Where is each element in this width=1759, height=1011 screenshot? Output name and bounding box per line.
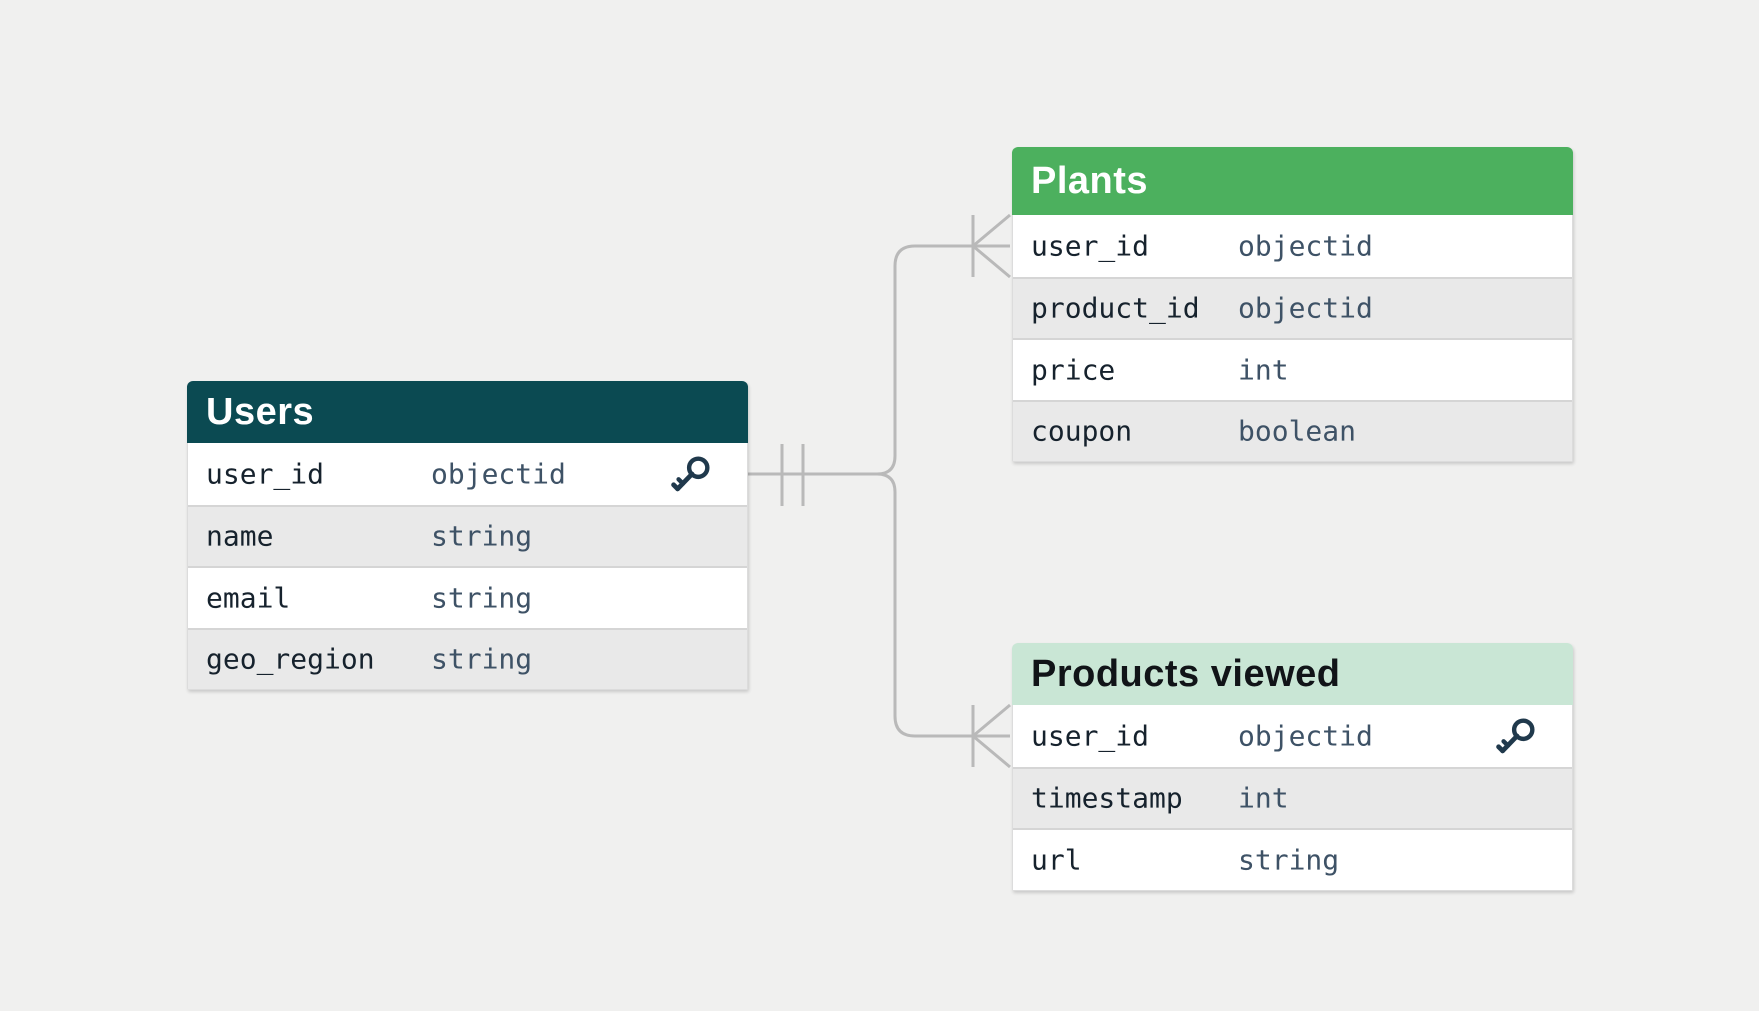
field-type: string: [431, 519, 533, 553]
field-type: objectid: [1238, 291, 1373, 325]
table-title: Users: [206, 390, 315, 433]
field-row[interactable]: price int: [1013, 338, 1572, 400]
field-type: string: [431, 581, 533, 615]
field-row[interactable]: geo_region string: [188, 627, 747, 689]
field-type: boolean: [1238, 414, 1357, 448]
cardinality-many-marker: [971, 703, 1011, 769]
table-header[interactable]: Products viewed: [1012, 643, 1573, 705]
field-name: price: [1031, 353, 1116, 387]
table-body: user_id objectid product_id objectid pri…: [1012, 215, 1573, 462]
field-row[interactable]: timestamp int: [1013, 766, 1572, 828]
cardinality-many-marker: [971, 213, 1011, 279]
table-header[interactable]: Users: [187, 381, 748, 443]
field-name: user_id: [1031, 719, 1150, 753]
table-title: Plants: [1031, 159, 1149, 202]
table-body: user_id objectid timestamp int url strin…: [1012, 705, 1573, 891]
relationship-users-plants[interactable]: [748, 213, 1011, 506]
field-name: geo_region: [206, 642, 375, 676]
field-name: user_id: [1031, 229, 1150, 263]
connector-line-users-plants[interactable]: [748, 244, 1010, 476]
field-row[interactable]: user_id objectid: [1013, 705, 1572, 767]
entity-table-users[interactable]: Users user_id objectid name string email…: [187, 381, 748, 690]
field-type: int: [1238, 781, 1289, 815]
field-row[interactable]: coupon boolean: [1013, 399, 1572, 461]
field-name: name: [206, 519, 274, 553]
field-row[interactable]: email string: [188, 566, 747, 628]
field-row[interactable]: product_id objectid: [1013, 276, 1572, 338]
field-name: timestamp: [1031, 781, 1183, 815]
field-name: user_id: [206, 457, 325, 491]
field-name: email: [206, 581, 291, 615]
field-type: objectid: [1238, 229, 1373, 263]
field-type: string: [431, 642, 533, 676]
field-name: product_id: [1031, 291, 1200, 325]
primary-key-icon: [1496, 718, 1535, 753]
field-type: objectid: [1238, 719, 1373, 753]
relationship-users-products-viewed[interactable]: [748, 472, 1011, 769]
entity-table-products-viewed[interactable]: Products viewed user_id objectid timesta…: [1012, 643, 1573, 891]
field-type: string: [1238, 843, 1340, 877]
field-row[interactable]: name string: [188, 504, 747, 566]
primary-key-icon: [671, 456, 710, 491]
table-header[interactable]: Plants: [1012, 147, 1573, 215]
table-title: Products viewed: [1031, 652, 1341, 695]
entity-table-plants[interactable]: Plants user_id objectid product_id objec…: [1012, 147, 1573, 462]
field-row[interactable]: user_id objectid: [1013, 215, 1572, 277]
field-name: coupon: [1031, 414, 1133, 448]
field-row[interactable]: user_id objectid: [188, 443, 747, 505]
field-row[interactable]: url string: [1013, 828, 1572, 890]
table-body: user_id objectid name string email strin…: [187, 443, 748, 690]
field-name: url: [1031, 843, 1082, 877]
field-type: objectid: [431, 457, 566, 491]
field-type: int: [1238, 353, 1289, 387]
connector-line-users-products-viewed[interactable]: [748, 472, 1010, 738]
